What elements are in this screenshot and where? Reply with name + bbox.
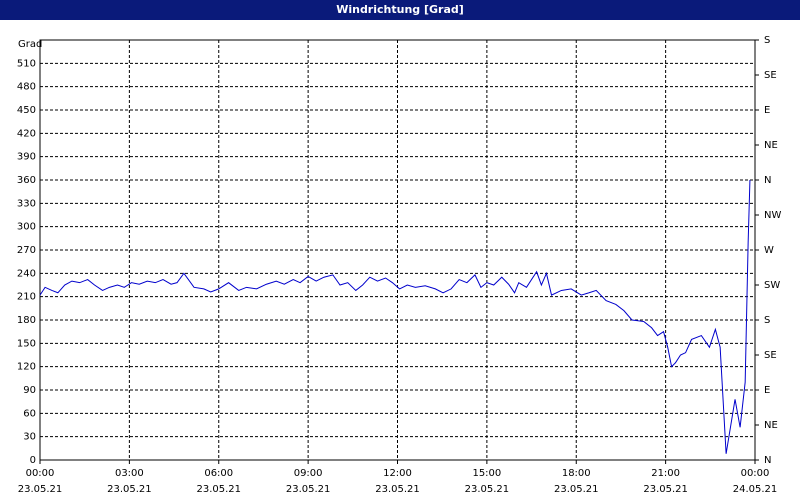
y-tick-label: 450 xyxy=(17,105,36,116)
y-tick-label: 480 xyxy=(17,82,36,93)
x-tick-label: 03:00 xyxy=(115,468,144,479)
x-tick-date: 23.05.21 xyxy=(107,484,152,495)
chart: Grad 0 30 60 90 120 150 180 210 240 270 300 330 360 3… xyxy=(17,35,782,495)
x-tick-date: 23.05.21 xyxy=(465,484,510,495)
x-tick-label: 18:00 xyxy=(562,468,591,479)
y-tick-label: 510 xyxy=(17,58,36,69)
y-tick-label: 120 xyxy=(17,362,36,373)
x-tick-label: 09:00 xyxy=(294,468,323,479)
y-tick-label: 270 xyxy=(17,245,36,256)
y2-tick-label: N xyxy=(764,175,771,186)
y-tick-label: 0 xyxy=(30,455,36,466)
y-axis-label: Grad xyxy=(18,39,42,50)
y2-tick-label: NE xyxy=(764,420,778,431)
x-tick-label: 15:00 xyxy=(472,468,501,479)
x-tick-label: 00:00 xyxy=(26,468,55,479)
plot-frame xyxy=(39,39,756,461)
y-tick-label: 180 xyxy=(17,315,36,326)
x-tick-label: 12:00 xyxy=(383,468,412,479)
y2-tick-label: NW xyxy=(764,210,781,221)
y-tick-label: 90 xyxy=(23,385,36,396)
x-tick-date: 23.05.21 xyxy=(286,484,331,495)
x-tick-label: 06:00 xyxy=(204,468,233,479)
y-tick-label: 300 xyxy=(17,222,36,233)
y2-tick-label: NE xyxy=(764,140,778,151)
data-line xyxy=(39,179,751,454)
x-tick-date: 24.05.21 xyxy=(733,484,778,495)
x-tick-date: 23.05.21 xyxy=(554,484,599,495)
y-tick-label: 330 xyxy=(17,198,36,209)
y-tick-label: 240 xyxy=(17,268,36,279)
y-tick-label: 360 xyxy=(17,175,36,186)
y2-tick-label: SE xyxy=(764,350,777,361)
y2-tick-label: SW xyxy=(764,280,780,291)
x-tick-date: 23.05.21 xyxy=(18,484,63,495)
x-tick-date: 23.05.21 xyxy=(196,484,241,495)
x-tick-label: 00:00 xyxy=(741,468,770,479)
title-bar: Windrichtung [Grad] xyxy=(0,0,800,20)
y-tick-label: 30 xyxy=(23,432,36,443)
x-tick-label: 21:00 xyxy=(651,468,680,479)
y2-tick-label: SE xyxy=(764,70,777,81)
y-tick-label: 60 xyxy=(23,408,36,419)
y2-tick-label: S xyxy=(764,315,770,326)
y-tick-label: 150 xyxy=(17,338,36,349)
y-tick-label: 390 xyxy=(17,152,36,163)
y-tick-label: 420 xyxy=(17,128,36,139)
y2-tick-label: S xyxy=(764,35,770,46)
y2-tick-label: E xyxy=(764,105,770,116)
y2-tick-label: E xyxy=(764,385,770,396)
y2-tick-label: N xyxy=(764,455,771,466)
y2-tick-label: W xyxy=(764,245,774,256)
x-tick-date: 23.05.21 xyxy=(375,484,420,495)
y-tick-label: 210 xyxy=(17,292,36,303)
x-tick-date: 23.05.21 xyxy=(643,484,688,495)
